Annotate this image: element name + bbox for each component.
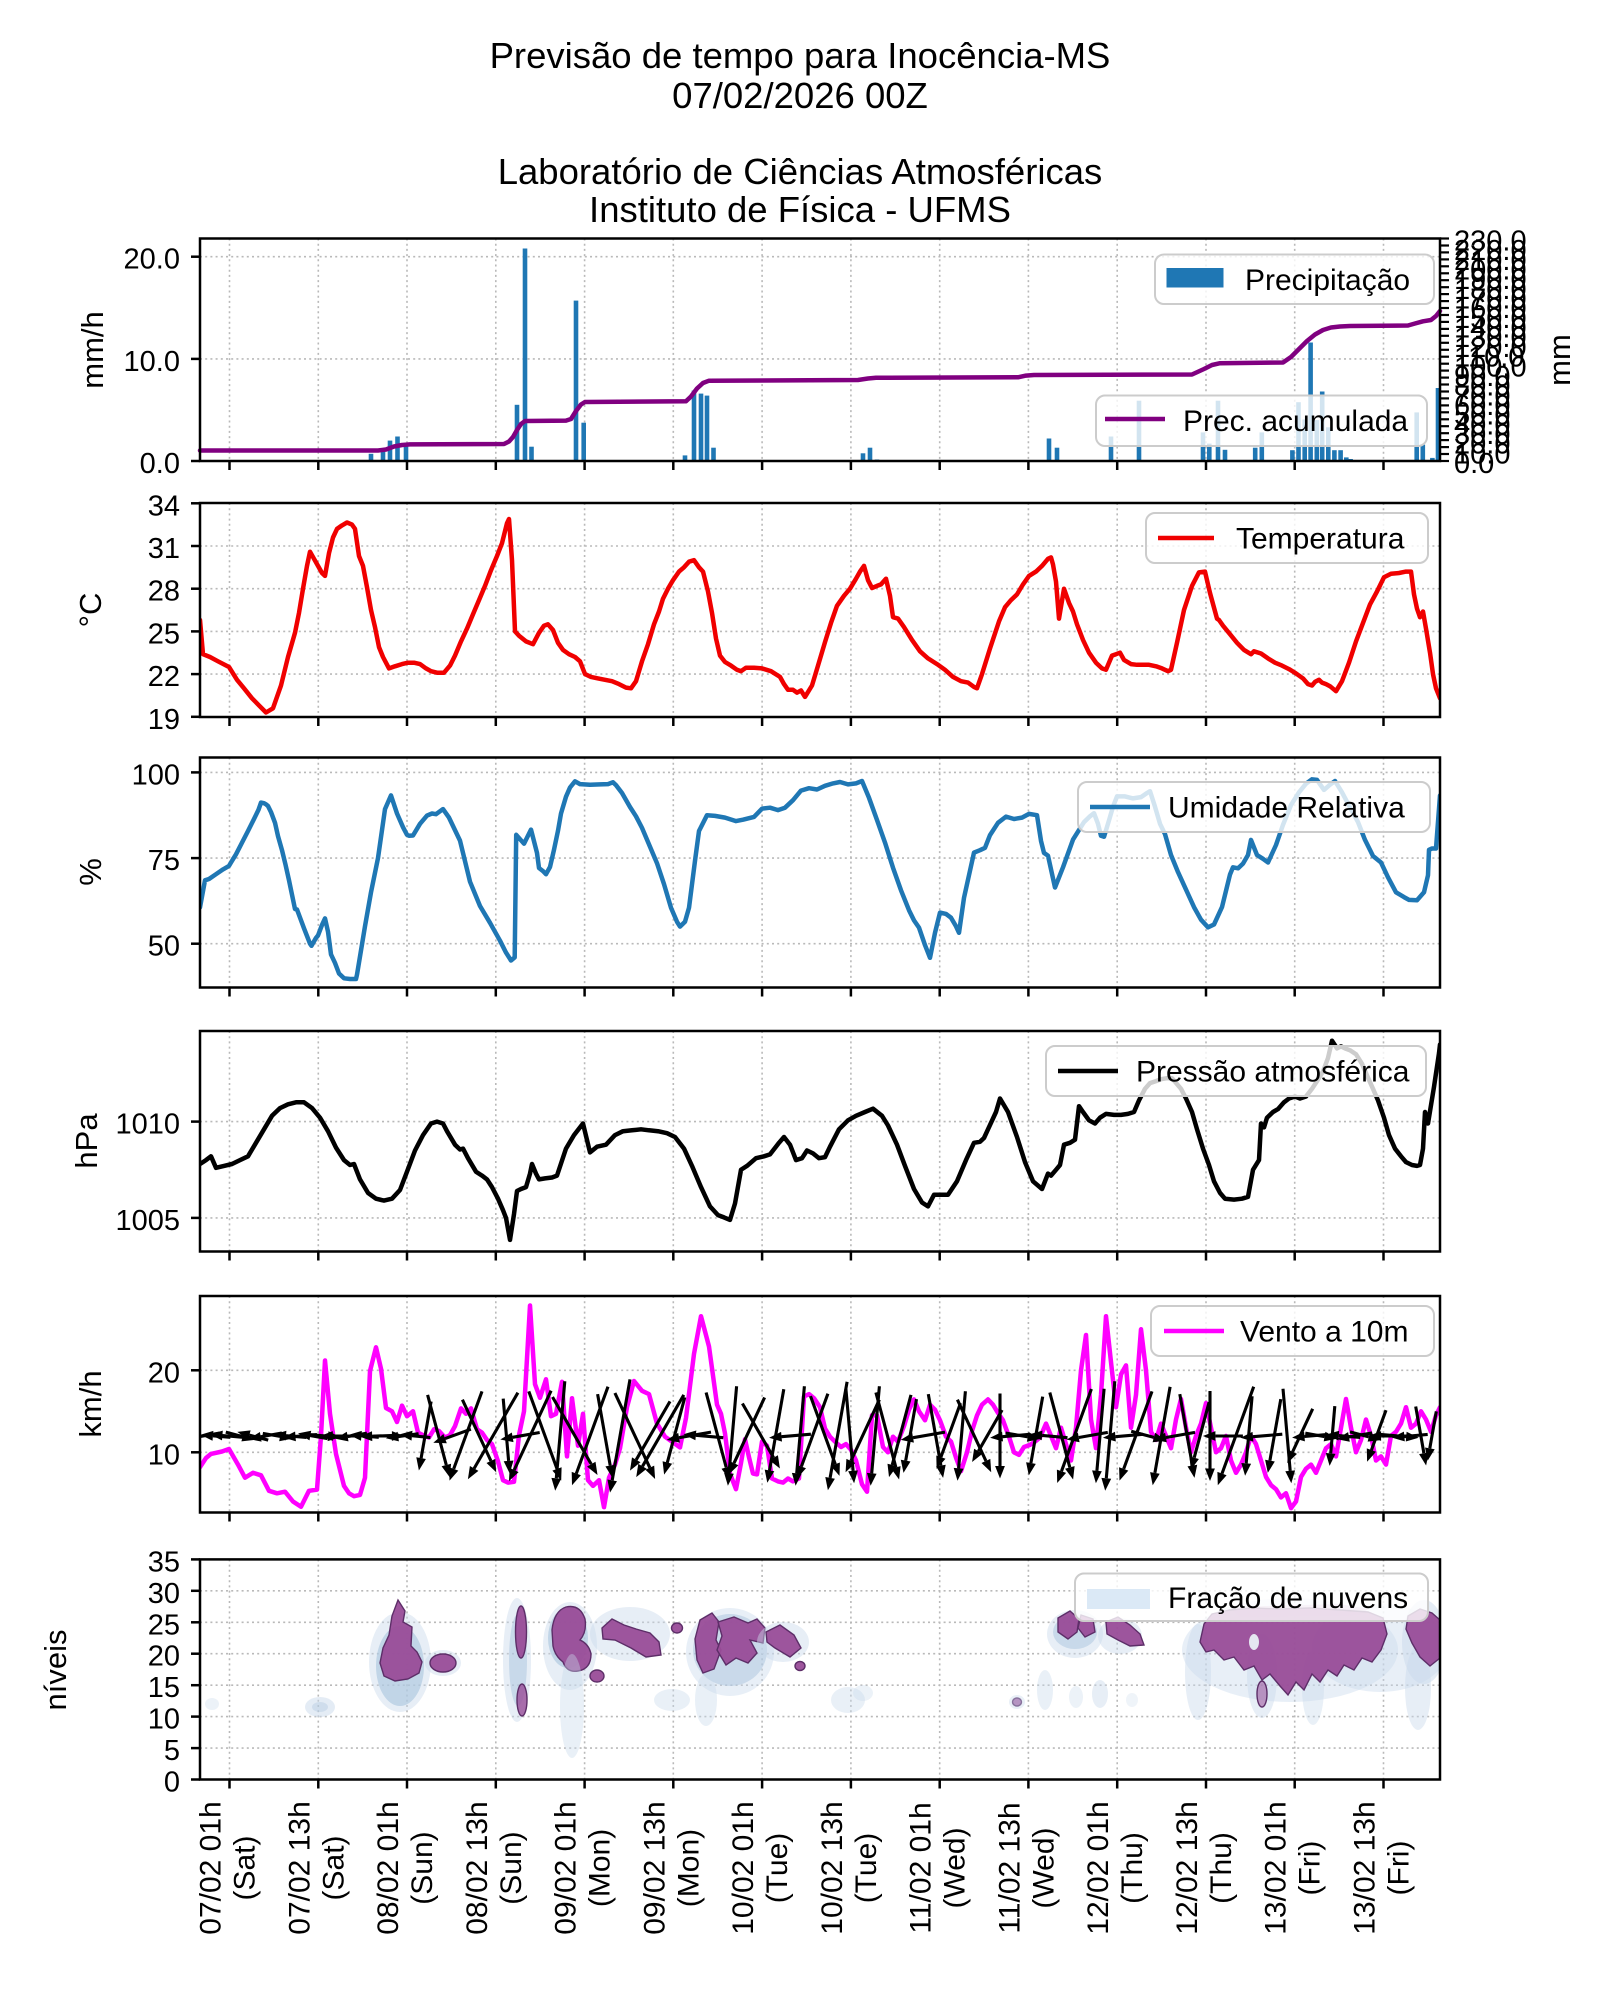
svg-text:80.0: 80.0 xyxy=(1454,371,1510,403)
svg-text:30.0: 30.0 xyxy=(1454,419,1510,451)
svg-text:0.0: 0.0 xyxy=(1454,448,1494,480)
svg-text:160.0: 160.0 xyxy=(1454,293,1527,325)
svg-text:100.0: 100.0 xyxy=(1454,351,1527,383)
svg-text:Temperatura: Temperatura xyxy=(1236,523,1405,556)
svg-text:50.0: 50.0 xyxy=(1454,400,1510,432)
svg-text:Previsão de tempo para Inocênc: Previsão de tempo para Inocência-MS xyxy=(490,35,1111,76)
svg-text:1005: 1005 xyxy=(115,1205,180,1237)
svg-text:10: 10 xyxy=(148,1439,180,1471)
svg-text:10.0: 10.0 xyxy=(124,346,180,378)
svg-text:(Tue): (Tue) xyxy=(761,1833,794,1904)
svg-text:07/02/2026 00Z: 07/02/2026 00Z xyxy=(672,75,928,116)
svg-text:28: 28 xyxy=(148,576,180,608)
svg-text:%: % xyxy=(73,858,108,886)
svg-text:90.0: 90.0 xyxy=(1454,361,1510,393)
svg-text:10/02 01h: 10/02 01h xyxy=(727,1801,760,1934)
svg-text:34: 34 xyxy=(148,490,180,522)
svg-text:Umidade Relativa: Umidade Relativa xyxy=(1168,792,1405,825)
svg-text:(Sat): (Sat) xyxy=(317,1835,350,1900)
svg-text:15: 15 xyxy=(148,1672,180,1704)
svg-text:170.0: 170.0 xyxy=(1454,284,1527,316)
svg-text:(Thu): (Thu) xyxy=(1205,1832,1238,1904)
svg-text:35: 35 xyxy=(148,1546,180,1578)
svg-text:150.0: 150.0 xyxy=(1454,303,1527,335)
svg-text:(Wed): (Wed) xyxy=(1027,1827,1060,1908)
svg-text:Fração de nuvens: Fração de nuvens xyxy=(1168,1582,1408,1615)
svg-text:210.0: 210.0 xyxy=(1454,245,1527,277)
svg-text:10: 10 xyxy=(148,1704,180,1736)
svg-text:25: 25 xyxy=(148,618,180,650)
svg-text:0.0: 0.0 xyxy=(140,448,180,480)
svg-text:11/02 01h: 11/02 01h xyxy=(905,1802,938,1933)
svg-text:10/02 13h: 10/02 13h xyxy=(816,1801,849,1934)
svg-text:140.0: 140.0 xyxy=(1454,313,1527,345)
svg-text:20: 20 xyxy=(148,1641,180,1673)
svg-text:(Wed): (Wed) xyxy=(939,1827,972,1908)
svg-text:20.0: 20.0 xyxy=(124,244,180,276)
svg-text:75: 75 xyxy=(148,845,180,877)
svg-text:Prec. acumulada: Prec. acumulada xyxy=(1183,405,1408,438)
svg-text:20: 20 xyxy=(148,1357,180,1389)
svg-text:Pressão atmosférica: Pressão atmosférica xyxy=(1136,1056,1410,1089)
svg-text:12/02 01h: 12/02 01h xyxy=(1082,1801,1115,1934)
svg-text:08/02 01h: 08/02 01h xyxy=(372,1801,405,1934)
svg-text:(Sun): (Sun) xyxy=(406,1831,439,1904)
svg-text:120.0: 120.0 xyxy=(1454,332,1527,364)
svg-text:31: 31 xyxy=(148,533,180,565)
svg-text:13/02 13h: 13/02 13h xyxy=(1349,1801,1382,1934)
svg-text:hPa: hPa xyxy=(69,1113,104,1169)
svg-text:100: 100 xyxy=(132,759,180,791)
svg-text:Vento a 10m: Vento a 10m xyxy=(1240,1316,1408,1349)
svg-text:09/02 13h: 09/02 13h xyxy=(638,1801,671,1934)
svg-text:60.0: 60.0 xyxy=(1454,390,1510,422)
svg-text:°C: °C xyxy=(73,593,108,628)
svg-text:(Thu): (Thu) xyxy=(1116,1832,1149,1904)
svg-text:25: 25 xyxy=(148,1609,180,1641)
svg-text:(Mon): (Mon) xyxy=(584,1829,617,1907)
svg-text:13/02 01h: 13/02 01h xyxy=(1260,1801,1293,1934)
svg-text:230.0: 230.0 xyxy=(1454,226,1527,258)
svg-text:19: 19 xyxy=(148,704,180,736)
svg-text:180.0: 180.0 xyxy=(1454,274,1527,306)
svg-text:(Fri): (Fri) xyxy=(1383,1841,1416,1896)
svg-text:níveis: níveis xyxy=(38,1630,73,1711)
svg-text:(Sun): (Sun) xyxy=(495,1831,528,1904)
svg-text:Laboratório de Ciências Atmosf: Laboratório de Ciências Atmosféricas xyxy=(498,151,1103,192)
svg-text:11/02 13h: 11/02 13h xyxy=(993,1802,1026,1933)
svg-text:(Tue): (Tue) xyxy=(850,1833,883,1904)
svg-text:5: 5 xyxy=(164,1735,180,1767)
svg-text:07/02 13h: 07/02 13h xyxy=(283,1801,316,1934)
svg-text:(Fri): (Fri) xyxy=(1294,1841,1327,1896)
svg-text:70.0: 70.0 xyxy=(1454,380,1510,412)
svg-text:50: 50 xyxy=(148,931,180,963)
svg-text:09/02 01h: 09/02 01h xyxy=(550,1801,583,1934)
svg-text:(Sat): (Sat) xyxy=(229,1835,262,1900)
svg-text:110.0: 110.0 xyxy=(1454,342,1524,374)
svg-text:220.0: 220.0 xyxy=(1454,235,1527,267)
svg-text:200.0: 200.0 xyxy=(1454,255,1527,287)
svg-text:07/02 01h: 07/02 01h xyxy=(195,1801,228,1934)
svg-text:(Mon): (Mon) xyxy=(672,1829,705,1907)
svg-text:km/h: km/h xyxy=(73,1370,108,1437)
svg-text:10.0: 10.0 xyxy=(1454,438,1510,470)
svg-text:mm: mm xyxy=(1542,334,1577,386)
svg-text:1010: 1010 xyxy=(115,1109,180,1141)
svg-text:mm/h: mm/h xyxy=(75,311,110,389)
svg-text:20.0: 20.0 xyxy=(1454,429,1510,461)
svg-text:30: 30 xyxy=(148,1578,180,1610)
svg-text:130.0: 130.0 xyxy=(1454,322,1527,354)
svg-text:40.0: 40.0 xyxy=(1454,409,1510,441)
svg-text:Precipitação: Precipitação xyxy=(1245,264,1410,297)
svg-text:190.0: 190.0 xyxy=(1454,264,1527,296)
svg-text:Instituto de Física - UFMS: Instituto de Física - UFMS xyxy=(589,189,1011,230)
svg-text:08/02 13h: 08/02 13h xyxy=(461,1801,494,1934)
svg-text:0: 0 xyxy=(164,1767,180,1799)
svg-text:12/02 13h: 12/02 13h xyxy=(1171,1801,1204,1934)
svg-text:22: 22 xyxy=(148,661,180,693)
